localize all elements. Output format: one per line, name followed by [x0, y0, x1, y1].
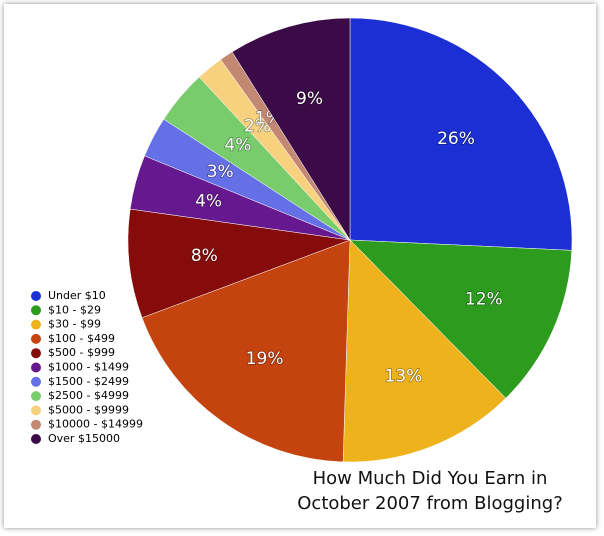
data-label: 19%	[246, 349, 284, 369]
legend-marker	[31, 348, 41, 359]
legend-label: $500 - $999	[48, 346, 115, 359]
pie-slice	[141, 239, 351, 463]
legend-marker	[31, 291, 41, 301]
chart-title: How Much Did You Earn in October 2007 fr…	[297, 468, 563, 514]
legend-marker	[31, 434, 41, 444]
pie-slice	[342, 239, 507, 463]
legend-label: $5000 - $9999	[48, 403, 129, 416]
legend-label: $30 - $99	[48, 318, 101, 331]
data-label: 4%	[195, 192, 222, 212]
legend-label: $2500 - $4999	[48, 389, 129, 402]
data-label: 12%	[465, 290, 503, 310]
data-label: 8%	[191, 246, 218, 266]
legend-marker	[31, 376, 41, 387]
legend-marker	[31, 419, 41, 430]
legend-marker	[31, 405, 41, 416]
legend-label: $10000 - $14999	[48, 418, 143, 431]
data-label: 26%	[437, 129, 475, 149]
legend-label: $1500 - $2499	[48, 375, 129, 388]
data-label: 3%	[207, 162, 234, 182]
legend-label: $10 - $29	[48, 303, 101, 316]
legend-marker	[31, 319, 41, 330]
legend-marker	[31, 333, 41, 344]
legend-marker	[31, 391, 41, 402]
legend-marker	[31, 362, 41, 373]
pie-slice	[349, 17, 573, 251]
legend-label: Under $10	[48, 289, 106, 302]
legend-label: $100 - $499	[48, 332, 115, 345]
data-label: 4%	[224, 136, 251, 156]
legend-label: $1000 - $1499	[48, 361, 129, 374]
pie-slice	[231, 17, 351, 241]
data-label: 9%	[296, 89, 323, 109]
pie-slice	[349, 239, 573, 399]
legend-marker	[31, 305, 41, 316]
legend-label: Over $15000	[48, 432, 120, 445]
data-label: 13%	[385, 366, 423, 386]
pie-slice	[127, 208, 351, 319]
